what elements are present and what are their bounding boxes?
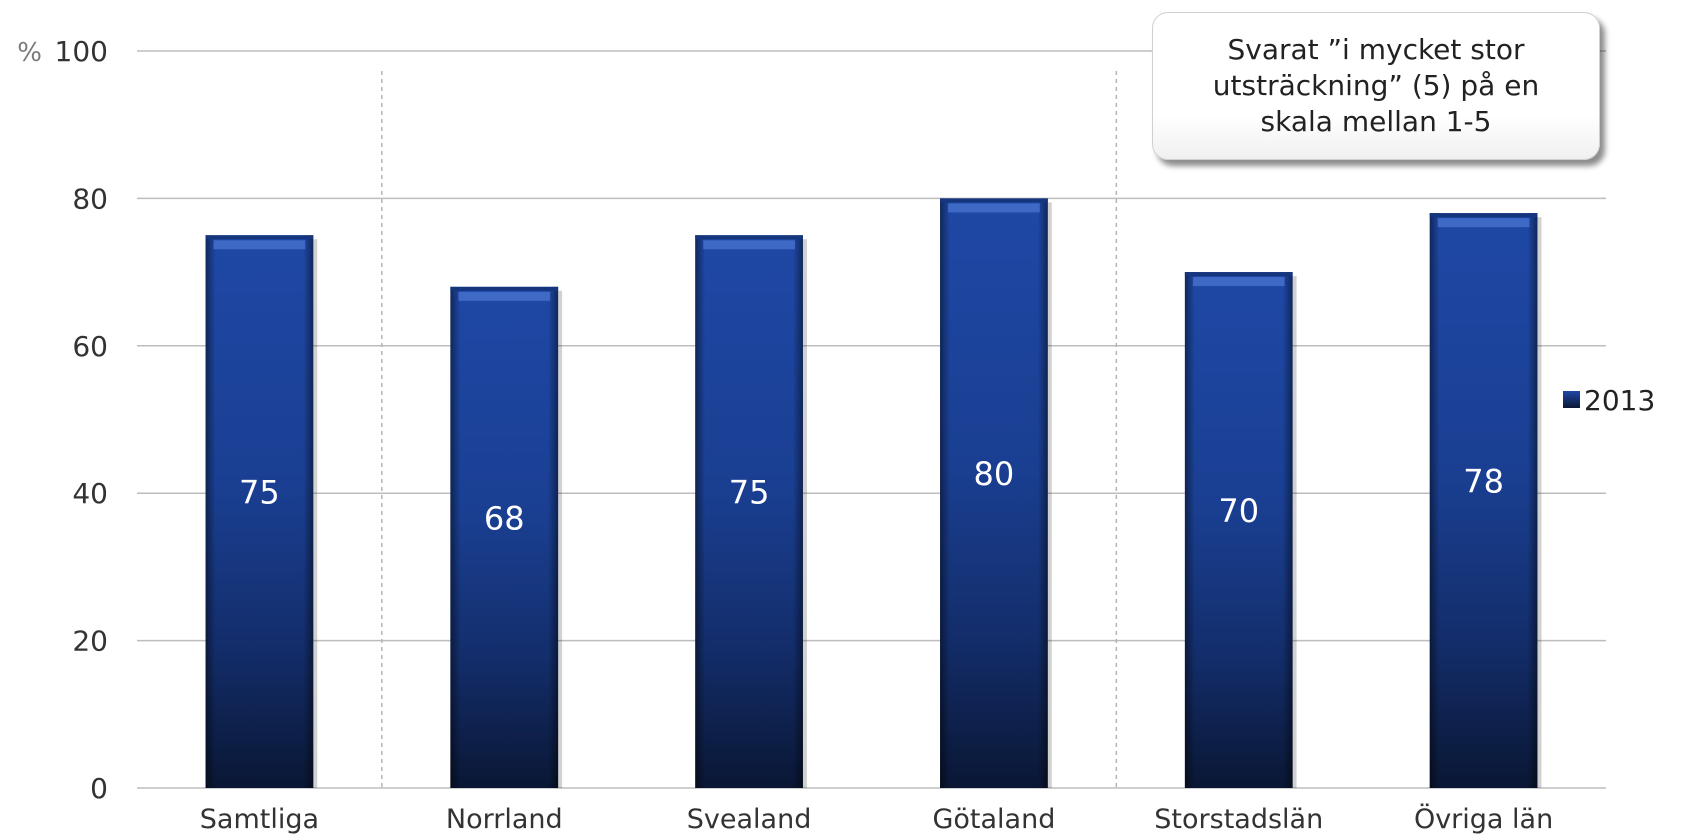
bar-top-highlight bbox=[948, 203, 1040, 213]
data-label-4: 80 bbox=[974, 455, 1015, 493]
y-axis-ticks: 0 20 40 60 80 100% bbox=[17, 35, 108, 805]
y-tick-label-60: 60 bbox=[72, 330, 108, 363]
data-label-1: 75 bbox=[239, 474, 280, 512]
legend-label: 2013 bbox=[1584, 384, 1655, 417]
bar-bevel-left bbox=[450, 286, 461, 788]
data-label-6: 78 bbox=[1463, 463, 1504, 501]
bar-6 bbox=[1429, 213, 1542, 788]
bar-top-edge bbox=[940, 198, 1048, 203]
bar-top-highlight bbox=[458, 291, 551, 301]
bar-bevel-right bbox=[303, 235, 314, 788]
bar-bevel-right bbox=[1282, 272, 1293, 789]
bar-body bbox=[695, 235, 803, 788]
x-tick-label-5: Storstadslän bbox=[1154, 804, 1323, 835]
y-unit-label: % bbox=[17, 38, 42, 68]
data-label-3: 75 bbox=[729, 474, 770, 512]
bar-top-highlight bbox=[1192, 277, 1285, 287]
y-tick-label-20: 20 bbox=[72, 625, 108, 658]
x-axis-labels: Samtliga Norrland Svealand Götaland Storstad… bbox=[200, 803, 1553, 835]
data-label-5: 70 bbox=[1218, 492, 1259, 530]
bar-top-edge bbox=[450, 286, 559, 291]
bar-3 bbox=[695, 235, 807, 788]
y-tick-label-0: 0 bbox=[90, 772, 108, 805]
x-tick-label-1: Samtliga bbox=[200, 804, 319, 835]
bar-4 bbox=[940, 198, 1052, 788]
x-tick-label-6: Övriga län bbox=[1414, 803, 1553, 835]
y-tick-label-80: 80 bbox=[72, 182, 108, 215]
bar-top-highlight bbox=[213, 240, 306, 250]
chart-annotation: Svarat ”i mycket stor utsträckning” (5) … bbox=[1152, 12, 1600, 160]
y-tick-label-100: 100 bbox=[55, 35, 108, 68]
gridlines bbox=[137, 50, 1606, 789]
bar-top-edge bbox=[695, 235, 803, 240]
legend-swatch bbox=[1563, 391, 1580, 408]
bar-body bbox=[205, 235, 314, 788]
data-labels: 75 68 75 80 70 78 bbox=[239, 455, 1504, 537]
bar-body bbox=[940, 198, 1048, 788]
data-label-2: 68 bbox=[484, 499, 525, 537]
x-tick-label-2: Norrland bbox=[446, 804, 563, 835]
bar-bevel-left bbox=[940, 198, 951, 788]
bar-top-edge bbox=[205, 235, 314, 240]
bar-top-edge bbox=[1184, 272, 1293, 277]
x-tick-label-3: Svealand bbox=[687, 804, 812, 835]
bar-5 bbox=[1184, 272, 1297, 789]
bar-bevel-left bbox=[205, 235, 216, 788]
bar-2 bbox=[450, 286, 563, 788]
bar-bevel-left bbox=[695, 235, 706, 788]
bar-bevel-right bbox=[548, 286, 559, 788]
bar-bevel-right bbox=[1037, 198, 1048, 788]
bar-1 bbox=[205, 235, 318, 788]
bar-top-highlight bbox=[703, 240, 795, 250]
bar-top-highlight bbox=[1437, 218, 1530, 228]
bar-top-edge bbox=[1429, 213, 1538, 218]
bar-bevel-right bbox=[792, 235, 803, 788]
bar-bevel-left bbox=[1184, 272, 1195, 789]
bar-body bbox=[450, 286, 559, 788]
bar-body bbox=[1429, 213, 1538, 788]
bar-bevel-right bbox=[1527, 213, 1538, 788]
legend: 2013 bbox=[1563, 384, 1655, 417]
bars bbox=[205, 198, 1542, 789]
bar-bevel-left bbox=[1429, 213, 1440, 788]
x-tick-label-4: Götaland bbox=[932, 804, 1055, 835]
y-tick-label-40: 40 bbox=[72, 477, 108, 510]
bar-body bbox=[1184, 272, 1293, 789]
